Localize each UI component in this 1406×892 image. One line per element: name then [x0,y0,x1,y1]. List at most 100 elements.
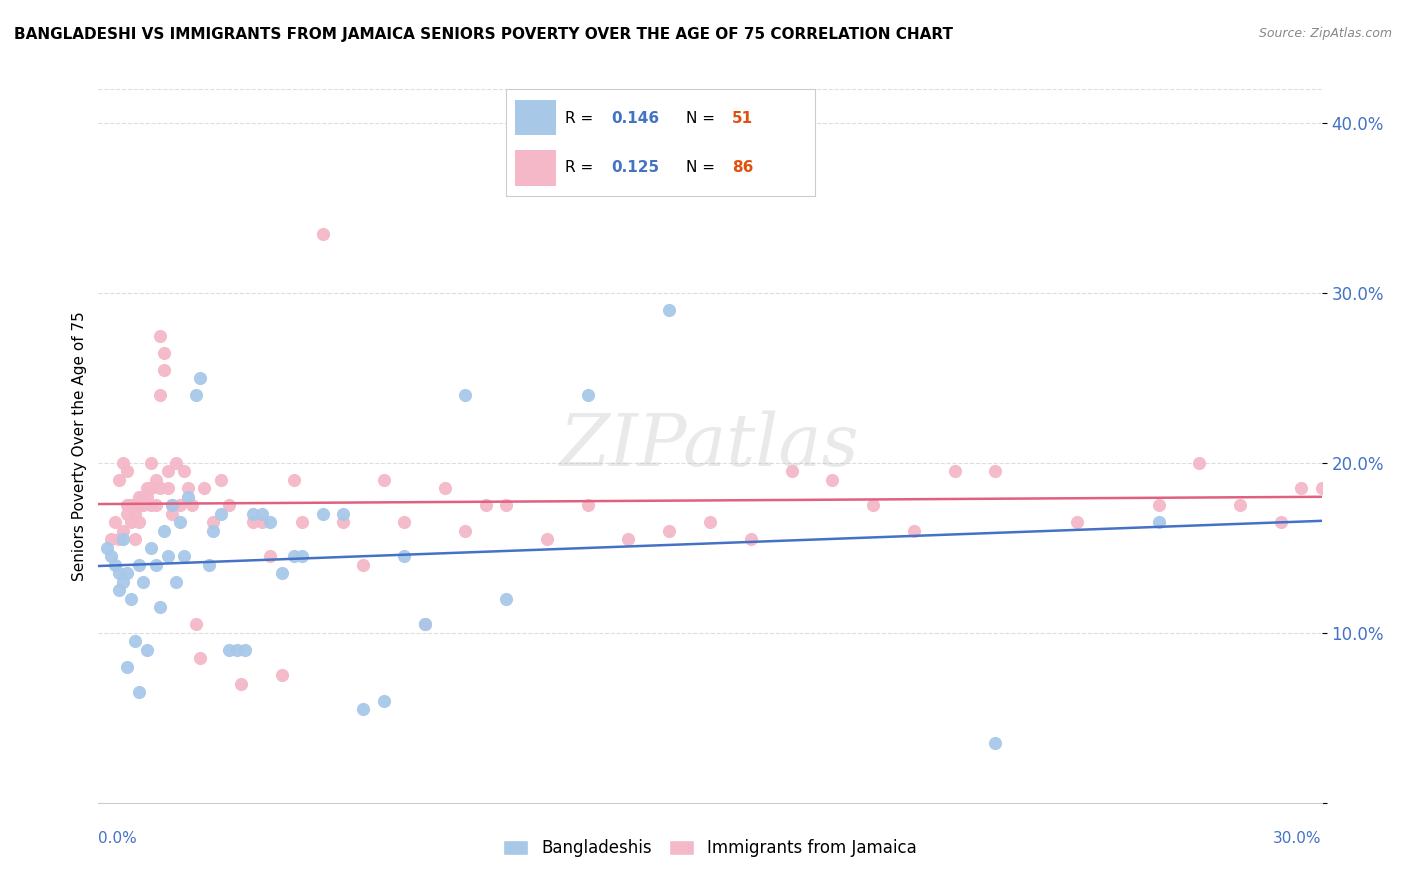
Text: R =: R = [565,160,598,175]
Point [100,533,122,547]
Point [145,473,167,487]
Text: 30.0%: 30.0% [1274,831,1322,846]
Point [124,533,146,547]
Point [1372,465,1395,479]
Text: ZIPatlas: ZIPatlas [560,410,860,482]
Point [188,651,212,665]
Point [149,328,172,343]
Point [149,388,172,402]
Point [1392,465,1406,479]
Point [108,473,131,487]
Point [108,533,131,547]
Point [169,499,191,513]
Point [152,345,174,359]
Point [165,456,187,470]
Point [169,516,191,530]
Point [160,499,183,513]
Point [283,549,305,564]
Point [141,456,163,470]
Point [392,516,416,530]
Text: 0.0%: 0.0% [98,831,138,846]
Point [201,516,224,530]
Point [332,516,354,530]
Point [149,600,172,615]
Point [165,574,187,589]
Point [128,685,150,699]
Point [104,558,127,572]
Point [242,507,264,521]
Point [984,736,1007,750]
Point [1270,516,1292,530]
Point [474,499,498,513]
Point [270,566,294,581]
Point [259,549,281,564]
Point [291,549,314,564]
Point [373,694,395,708]
Point [1351,465,1374,479]
Point [136,482,159,496]
Point [108,583,131,598]
Text: 0.146: 0.146 [612,111,659,126]
Point [250,516,273,530]
Point [218,643,240,657]
Point [115,499,138,513]
Point [740,533,762,547]
Point [111,524,134,538]
Point [145,558,167,572]
Point [250,507,273,521]
Point [197,558,219,572]
Text: 0.125: 0.125 [612,160,659,175]
Point [312,507,335,521]
Point [186,617,208,632]
Point [312,227,335,241]
Point [115,566,138,581]
Point [156,549,179,564]
Point [186,388,208,402]
Text: 86: 86 [733,160,754,175]
Bar [516,150,555,186]
Point [218,499,240,513]
Point [152,362,174,376]
Point [291,516,314,530]
Point [188,371,212,385]
Point [495,591,517,606]
Bar [516,100,555,136]
Point [495,499,517,513]
Point [1310,482,1333,496]
Point [120,516,142,530]
Text: R =: R = [565,111,598,126]
Point [177,482,200,496]
Point [177,490,200,504]
Point [115,660,138,674]
Point [226,643,249,657]
Text: N =: N = [686,160,720,175]
Point [209,507,232,521]
Point [128,558,150,572]
Point [373,473,395,487]
Point [141,541,163,555]
Point [352,702,374,716]
Point [193,482,215,496]
Point [120,499,142,513]
Point [201,524,224,538]
Point [141,499,163,513]
Point [145,499,167,513]
Point [242,516,264,530]
Point [160,499,183,513]
Point [413,617,436,632]
Point [209,473,232,487]
Point [1291,482,1313,496]
Point [136,643,159,657]
Point [136,490,159,504]
Text: BANGLADESHI VS IMMIGRANTS FROM JAMAICA SENIORS POVERTY OVER THE AGE OF 75 CORREL: BANGLADESHI VS IMMIGRANTS FROM JAMAICA S… [14,27,953,42]
Point [821,473,844,487]
Point [576,388,599,402]
Point [156,482,179,496]
Point [128,490,150,504]
Point [128,499,150,513]
Point [111,533,134,547]
Point [124,507,146,521]
Point [120,499,142,513]
Point [536,533,558,547]
Text: N =: N = [686,111,720,126]
